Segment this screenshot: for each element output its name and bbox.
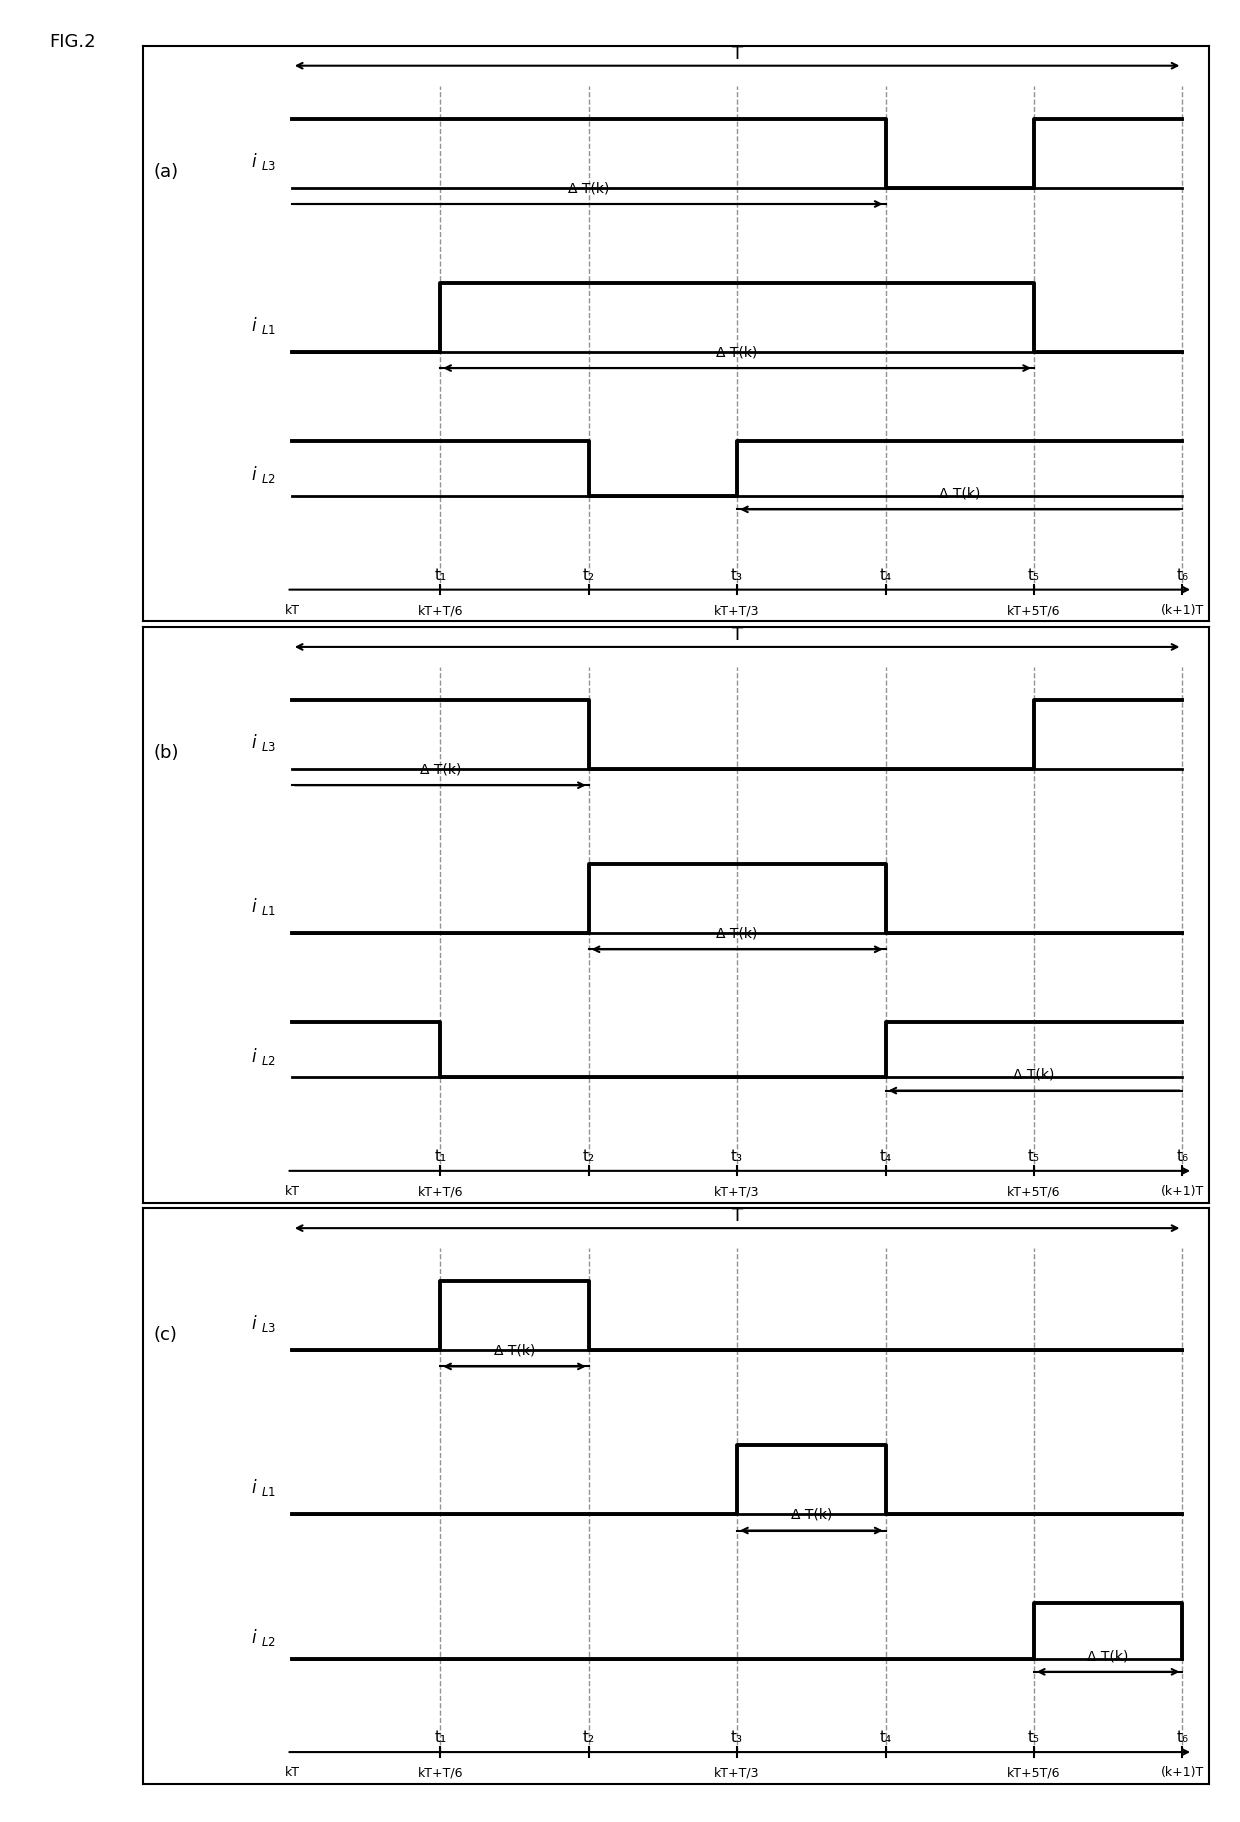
Text: kT: kT: [284, 1186, 299, 1199]
Text: t₃: t₃: [732, 1731, 743, 1745]
Text: kT+5T/6: kT+5T/6: [1007, 605, 1060, 618]
Text: kT+T/6: kT+T/6: [418, 1767, 463, 1780]
Text: $i$ $_{L2}$: $i$ $_{L2}$: [250, 1046, 275, 1066]
Text: t₁: t₁: [434, 1731, 446, 1745]
Text: t₁: t₁: [434, 568, 446, 583]
Text: kT: kT: [284, 605, 299, 618]
Text: $i$ $_{L2}$: $i$ $_{L2}$: [250, 1627, 275, 1647]
Text: t₃: t₃: [732, 1150, 743, 1164]
Text: (k+1)T: (k+1)T: [1161, 605, 1204, 618]
Text: t₄: t₄: [879, 568, 892, 583]
Text: t₁: t₁: [434, 1150, 446, 1164]
Text: Δ T(k): Δ T(k): [939, 486, 981, 501]
Text: FIG.2: FIG.2: [50, 33, 97, 51]
Text: t₆: t₆: [1177, 568, 1188, 583]
Text: $i$ $_{L3}$: $i$ $_{L3}$: [250, 151, 275, 171]
Text: t₅: t₅: [1028, 1731, 1040, 1745]
Text: $i$ $_{L1}$: $i$ $_{L1}$: [250, 1478, 275, 1498]
Text: kT+T/3: kT+T/3: [714, 605, 760, 618]
Text: T: T: [732, 1208, 743, 1224]
Text: kT+T/6: kT+T/6: [418, 1186, 463, 1199]
Text: Δ T(k): Δ T(k): [1087, 1649, 1128, 1663]
Text: t₂: t₂: [583, 568, 595, 583]
Text: T: T: [732, 46, 743, 62]
Text: t₄: t₄: [879, 1150, 892, 1164]
Text: Δ T(k): Δ T(k): [419, 763, 461, 776]
Text: $i$ $_{L2}$: $i$ $_{L2}$: [250, 465, 275, 485]
Text: $i$ $_{L3}$: $i$ $_{L3}$: [250, 732, 275, 752]
Text: Δ T(k): Δ T(k): [717, 346, 758, 359]
Text: $i$ $_{L3}$: $i$ $_{L3}$: [250, 1314, 275, 1334]
Text: t₄: t₄: [879, 1731, 892, 1745]
Text: t₃: t₃: [732, 568, 743, 583]
Text: Δ T(k): Δ T(k): [717, 927, 758, 940]
Text: kT+T/6: kT+T/6: [418, 605, 463, 618]
Text: (k+1)T: (k+1)T: [1161, 1186, 1204, 1199]
Text: (a): (a): [154, 164, 179, 180]
Text: Δ T(k): Δ T(k): [1013, 1068, 1055, 1082]
Text: (k+1)T: (k+1)T: [1161, 1767, 1204, 1780]
Text: Δ T(k): Δ T(k): [494, 1345, 536, 1357]
Text: t₆: t₆: [1177, 1731, 1188, 1745]
Text: kT+T/3: kT+T/3: [714, 1767, 760, 1780]
Text: t₅: t₅: [1028, 568, 1040, 583]
Text: kT+5T/6: kT+5T/6: [1007, 1186, 1060, 1199]
Text: $i$ $_{L1}$: $i$ $_{L1}$: [250, 896, 275, 916]
Text: $i$ $_{L1}$: $i$ $_{L1}$: [250, 315, 275, 335]
Text: kT+T/3: kT+T/3: [714, 1186, 760, 1199]
Text: (c): (c): [154, 1326, 177, 1343]
Text: kT: kT: [284, 1767, 299, 1780]
Text: t₂: t₂: [583, 1731, 595, 1745]
Text: t₆: t₆: [1177, 1150, 1188, 1164]
Text: Δ T(k): Δ T(k): [568, 182, 609, 195]
Text: T: T: [732, 627, 743, 643]
Text: t₅: t₅: [1028, 1150, 1040, 1164]
Text: kT+5T/6: kT+5T/6: [1007, 1767, 1060, 1780]
Text: Δ T(k): Δ T(k): [791, 1509, 832, 1521]
Text: t₂: t₂: [583, 1150, 595, 1164]
Text: (b): (b): [154, 745, 179, 762]
